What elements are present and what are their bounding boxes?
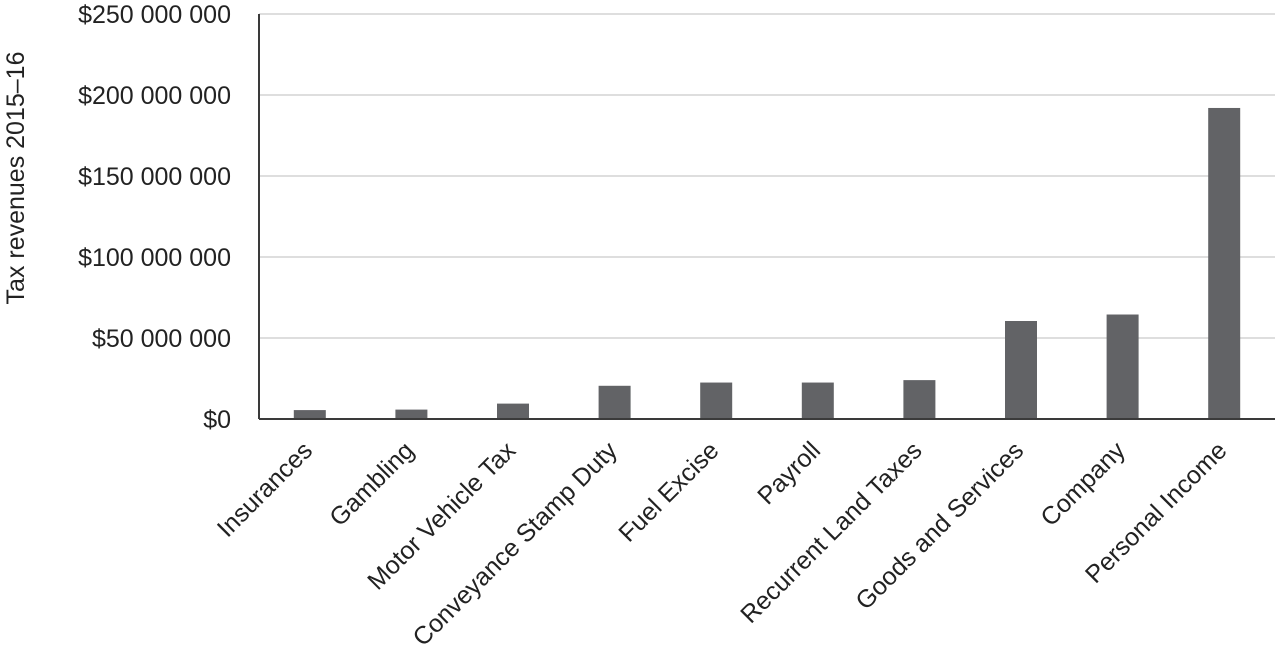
x-category-label: Fuel Excise	[613, 436, 724, 547]
x-category-label: Insurances	[212, 436, 318, 542]
x-category-label: Gambling	[324, 436, 419, 531]
bar	[801, 382, 834, 419]
y-axis-title: Tax revenues 2015–16	[2, 52, 30, 305]
y-tick-label: $50 000 000	[92, 325, 231, 353]
bar	[1208, 107, 1241, 420]
x-category-label: Goods and Services	[850, 436, 1029, 615]
bar	[598, 385, 631, 419]
bar	[1005, 320, 1037, 419]
x-category-label: Conveyance Stamp Duty	[408, 436, 624, 652]
bar	[1106, 314, 1139, 419]
bars	[293, 107, 1241, 420]
y-tick-label: $250 000 000	[78, 1, 231, 29]
bar	[903, 380, 936, 419]
bar	[395, 409, 428, 419]
bar	[497, 403, 529, 419]
axes	[258, 14, 1275, 420]
x-category-label: Recurrent Land Taxes	[735, 436, 927, 628]
bar	[700, 382, 733, 419]
y-tick-label: $200 000 000	[78, 82, 231, 110]
y-tick-label: $0	[203, 406, 231, 434]
y-tick-label: $150 000 000	[78, 163, 231, 191]
y-tick-label: $100 000 000	[78, 244, 231, 272]
x-category-label: Payroll	[752, 436, 826, 510]
gridlines	[259, 13, 1275, 339]
bar	[293, 410, 326, 419]
x-category-label: Company	[1035, 436, 1131, 532]
y-tick-labels: $0 $50 000 000 $100 000 000 $150 000 000 $20…	[78, 1, 231, 434]
